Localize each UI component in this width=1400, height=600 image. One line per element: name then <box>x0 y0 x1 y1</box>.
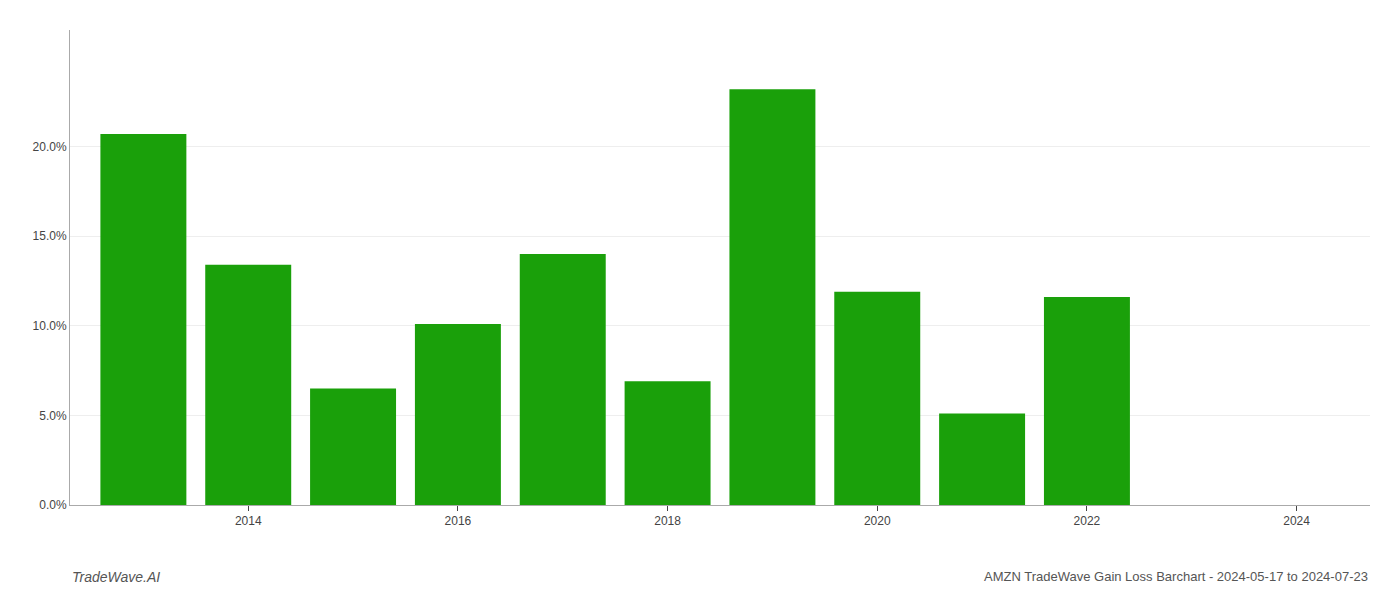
svg-text:2018: 2018 <box>654 514 681 528</box>
svg-text:2022: 2022 <box>1074 514 1101 528</box>
svg-text:AMZN TradeWave Gain Loss Barch: AMZN TradeWave Gain Loss Barchart - 2024… <box>984 569 1368 584</box>
svg-text:2024: 2024 <box>1283 514 1310 528</box>
svg-text:15.0%: 15.0% <box>33 229 67 243</box>
svg-text:20.0%: 20.0% <box>33 140 67 154</box>
svg-text:5.0%: 5.0% <box>39 409 67 423</box>
svg-text:0.0%: 0.0% <box>39 498 67 512</box>
svg-text:2014: 2014 <box>235 514 262 528</box>
svg-text:TradeWave.AI: TradeWave.AI <box>72 569 160 585</box>
svg-text:10.0%: 10.0% <box>33 319 67 333</box>
svg-text:2020: 2020 <box>864 514 891 528</box>
svg-text:2016: 2016 <box>445 514 472 528</box>
